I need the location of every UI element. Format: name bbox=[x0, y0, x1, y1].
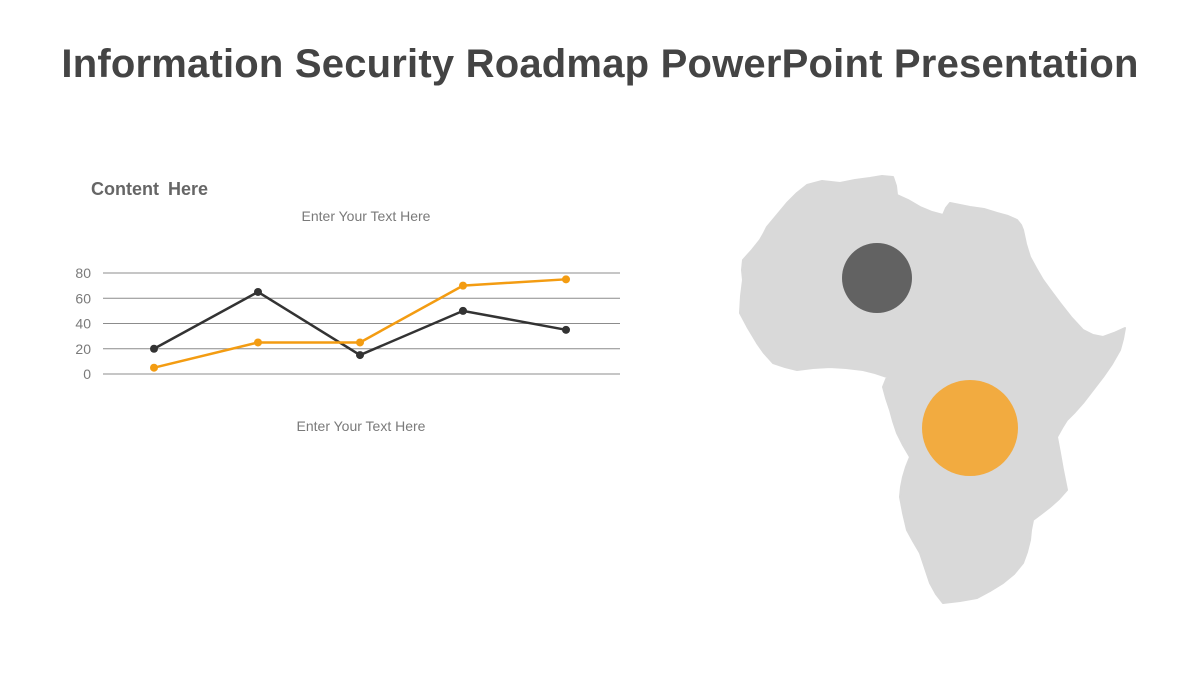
data-point bbox=[356, 338, 364, 347]
y-tick-label: 20 bbox=[75, 341, 91, 357]
data-point bbox=[562, 325, 570, 334]
central-marker-circle bbox=[922, 380, 1018, 476]
data-point bbox=[150, 363, 158, 372]
chart-subtitle: Enter Your Text Here bbox=[301, 208, 431, 224]
data-point bbox=[459, 281, 467, 290]
y-tick-label: 0 bbox=[83, 366, 91, 382]
data-point bbox=[562, 275, 570, 284]
y-tick-label: 80 bbox=[75, 265, 91, 281]
data-point bbox=[254, 287, 262, 296]
data-point bbox=[459, 306, 467, 315]
series-lines bbox=[150, 275, 570, 372]
chart-caption: Enter Your Text Here bbox=[296, 418, 426, 434]
content-heading: Content Here bbox=[91, 179, 209, 199]
y-tick-label: 40 bbox=[75, 316, 91, 332]
north-marker-circle bbox=[842, 243, 912, 313]
line-chart: 0 20 40 60 80 bbox=[75, 265, 620, 382]
data-point bbox=[356, 351, 364, 360]
slide-title: Information Security Roadmap PowerPoint … bbox=[61, 42, 1139, 86]
y-axis-labels: 0 20 40 60 80 bbox=[75, 265, 91, 382]
africa-shape bbox=[739, 175, 1126, 604]
map-markers bbox=[842, 243, 1018, 476]
y-tick-label: 60 bbox=[75, 290, 91, 306]
data-point bbox=[254, 338, 262, 347]
data-point bbox=[150, 344, 158, 353]
